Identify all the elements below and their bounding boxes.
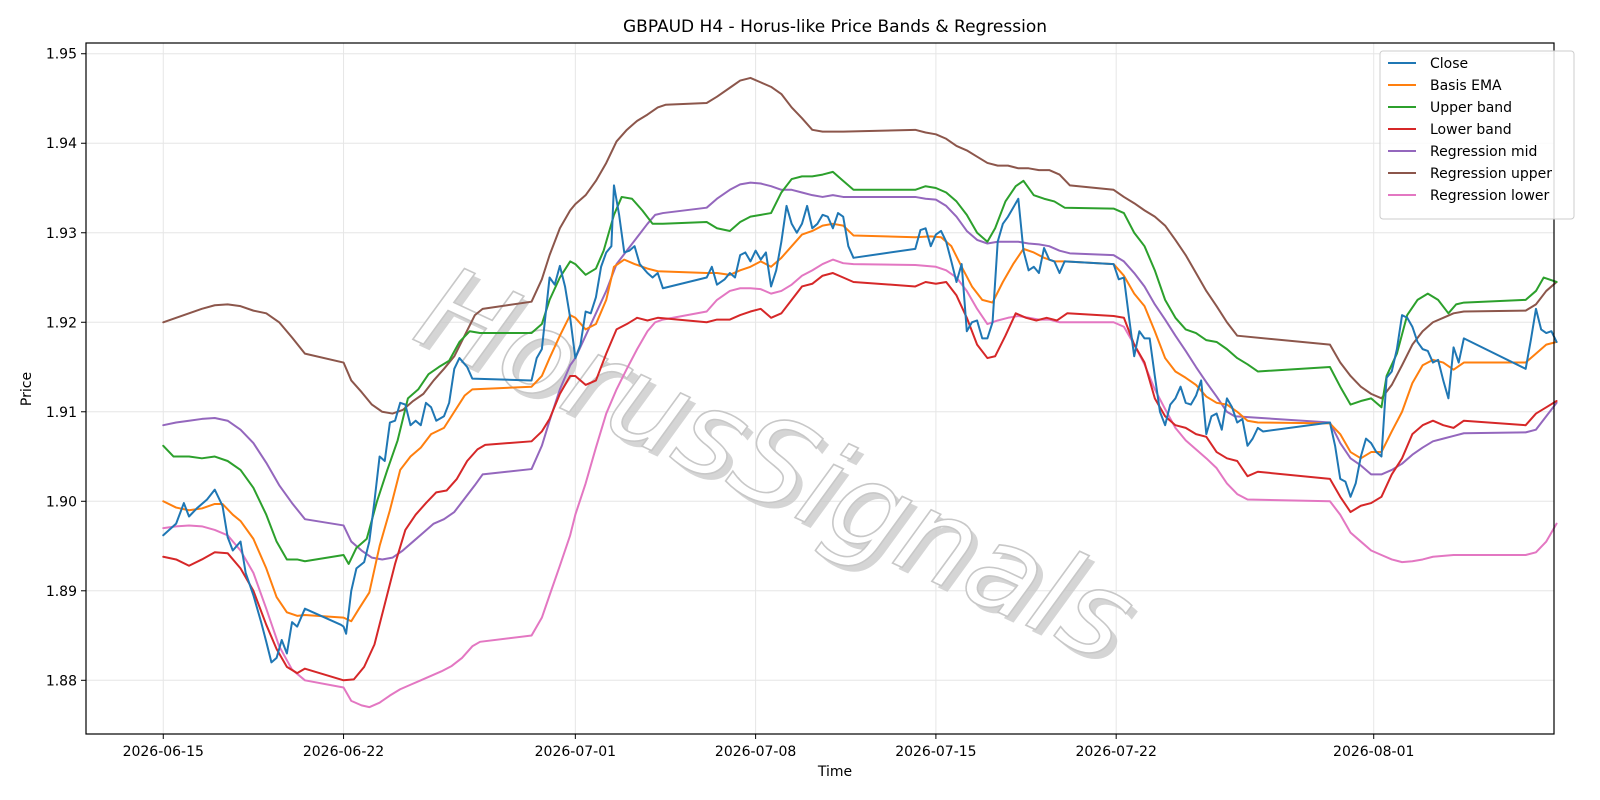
x-tick-label: 2026-07-08 — [715, 744, 796, 760]
legend-label: Regression upper — [1430, 166, 1552, 182]
x-tick-label: 2026-07-01 — [535, 744, 616, 760]
x-axis: 2026-06-15 2026-06-22 2026-07-01 2026-07-08… — [123, 734, 1414, 760]
x-tick-label: 2026-07-15 — [895, 744, 976, 760]
series-line-regression-upper — [162, 76, 1558, 415]
legend-label: Close — [1430, 56, 1468, 72]
series-line-regression-lower — [162, 258, 1558, 709]
y-tick-label: 1.93 — [46, 226, 77, 242]
legend-label: Lower band — [1430, 122, 1512, 138]
series-line-regression-mid — [162, 181, 1558, 561]
x-tick-label: 2026-06-22 — [303, 744, 384, 760]
x-tick-label: 2026-08-01 — [1333, 744, 1414, 760]
y-axis: 1.88 1.89 1.90 1.91 1.92 1.93 1.94 1.95 — [46, 47, 86, 689]
series-line-close — [162, 184, 1558, 664]
legend: Close Basis EMA Upper band Lower band Regres… — [1379, 50, 1575, 220]
y-tick-label: 1.88 — [46, 673, 77, 689]
x-tick-label: 2026-06-15 — [123, 744, 204, 760]
plot-frame — [85, 42, 1555, 735]
x-tick-label: 2026-07-22 — [1075, 744, 1156, 760]
y-tick-label: 1.92 — [46, 315, 77, 331]
legend-label: Upper band — [1430, 100, 1512, 116]
series-line-basis-ema — [162, 222, 1558, 623]
y-tick-label: 1.90 — [46, 494, 77, 510]
series-line-lower-band — [162, 272, 1558, 682]
chart-title: GBPAUD H4 - Horus-like Price Bands & Reg… — [623, 17, 1047, 37]
y-tick-label: 1.95 — [46, 47, 77, 63]
legend-box — [1379, 50, 1575, 220]
legend-label: Basis EMA — [1430, 78, 1502, 94]
legend-label: Regression mid — [1430, 144, 1537, 160]
series-line-upper-band — [162, 170, 1558, 565]
x-axis-title: Time — [817, 764, 852, 780]
y-tick-label: 1.89 — [46, 584, 77, 600]
y-axis-title: Price — [19, 372, 35, 406]
y-tick-label: 1.91 — [46, 405, 77, 421]
y-tick-label: 1.94 — [46, 136, 77, 152]
series-lines — [162, 76, 1558, 709]
legend-label: Regression lower — [1430, 188, 1550, 204]
